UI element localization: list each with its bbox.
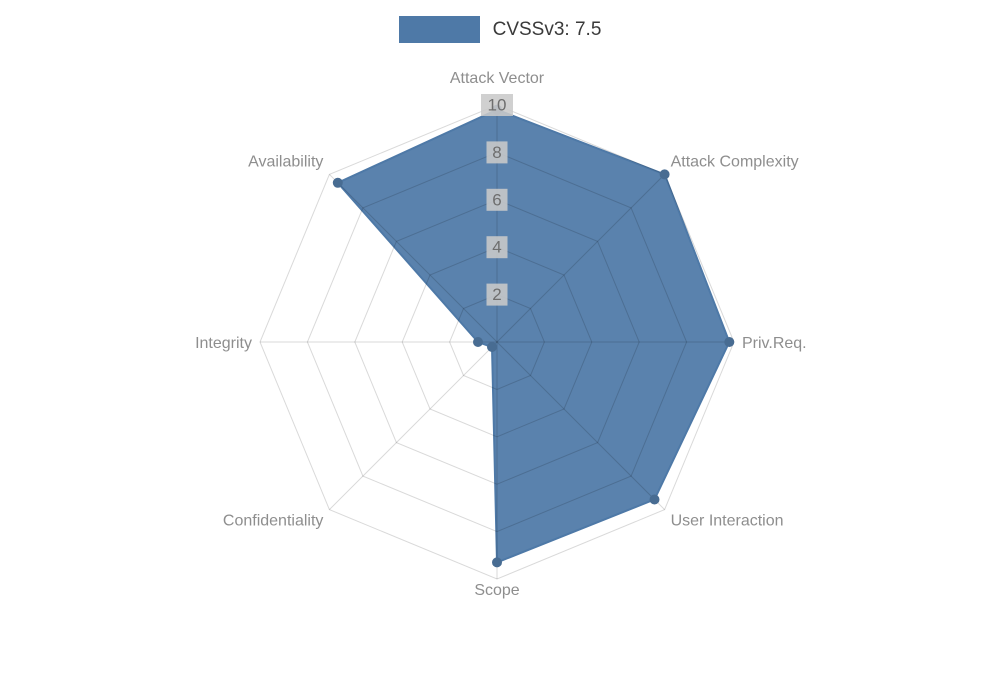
data-point	[487, 342, 497, 352]
axis-label: Confidentiality	[223, 513, 324, 530]
data-point	[649, 494, 660, 505]
grid-ring	[259, 104, 735, 580]
tick-backdrop	[486, 283, 508, 306]
grid-ring	[401, 246, 593, 438]
axis-line	[496, 174, 665, 343]
axis-label: Priv.Req.	[742, 335, 807, 352]
axis-line	[329, 341, 498, 510]
axis-label: Integrity	[195, 335, 252, 352]
grid-ring	[306, 151, 688, 533]
tick-label: 10	[488, 96, 507, 115]
legend-item[interactable]: CVSSv3: 7.5	[398, 16, 602, 43]
tick-backdrop	[481, 94, 513, 116]
axis-label: Scope	[474, 582, 519, 599]
axis-label: Attack Vector	[450, 70, 545, 87]
grid-ring	[354, 199, 640, 485]
axis-label: User Interaction	[671, 513, 784, 530]
grid-ring	[449, 294, 545, 390]
axis-line	[496, 341, 665, 510]
data-point	[724, 337, 735, 347]
data-point	[492, 557, 502, 568]
tick-backdrop	[486, 188, 508, 211]
axis-label: Availability	[248, 153, 323, 170]
axis-label: Attack Complexity	[671, 153, 799, 170]
data-point	[659, 169, 670, 180]
legend-swatch	[398, 16, 480, 43]
tick-label: 8	[492, 143, 501, 162]
tick-backdrop	[486, 141, 508, 164]
tick-label: 2	[492, 285, 501, 304]
chart-legend: CVSSv3: 7.5	[0, 16, 1000, 43]
tick-backdrop	[486, 236, 508, 259]
tick-label: 4	[492, 238, 501, 257]
axis-line	[329, 174, 498, 343]
data-point	[473, 337, 483, 347]
data-point	[332, 177, 343, 188]
tick-label: 6	[492, 190, 501, 209]
legend-label: CVSSv3: 7.5	[492, 19, 602, 40]
